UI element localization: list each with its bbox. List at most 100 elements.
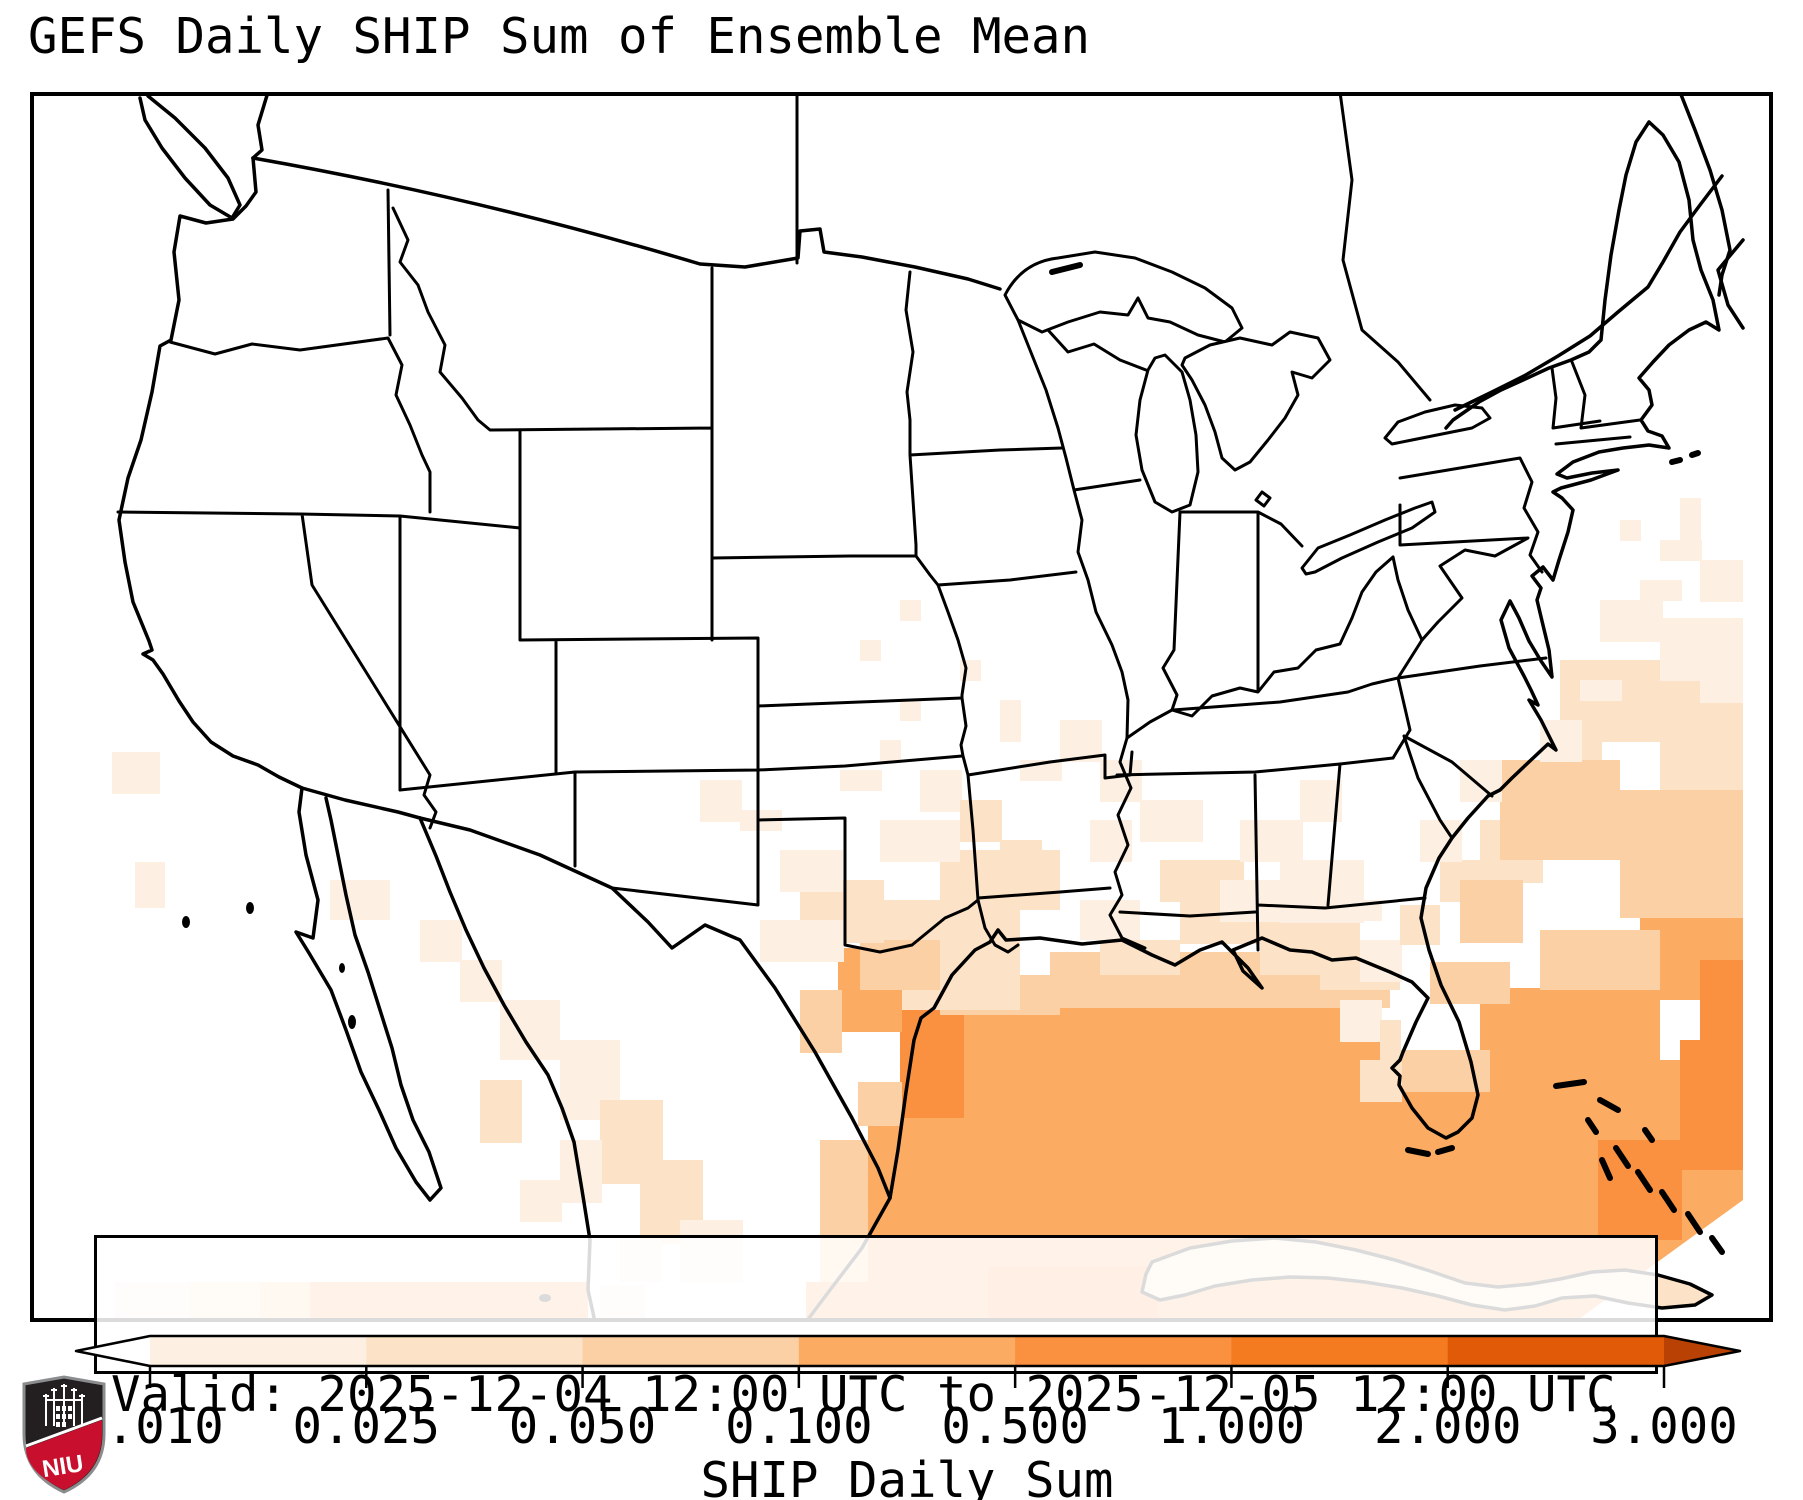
island-dash (1597, 1097, 1621, 1113)
data-cell (1240, 820, 1303, 862)
data-cell (1700, 960, 1743, 1050)
border-line (116, 510, 522, 830)
data-cell (1660, 540, 1702, 561)
data-cell (920, 770, 962, 812)
island-dash (1049, 262, 1083, 275)
lake (1300, 500, 1437, 576)
data-cell (112, 752, 160, 794)
data-cell (780, 850, 843, 892)
island-dash (1642, 1127, 1655, 1143)
lake (1003, 250, 1244, 344)
border-line (1391, 555, 1494, 840)
data-cell (860, 640, 881, 661)
colorbar-over-arrow (1664, 1336, 1740, 1366)
tick-label: 0.100 (725, 1398, 873, 1455)
state-borders (116, 92, 1642, 954)
tick-label: 0.025 (292, 1398, 441, 1455)
great-lakes (1003, 250, 1492, 576)
data-cell (1620, 790, 1743, 860)
border-line (1398, 456, 1544, 574)
data-cell (1540, 720, 1582, 762)
data-cell (960, 800, 1002, 842)
data-cell (1090, 820, 1132, 862)
lake (1254, 490, 1272, 508)
lake (1383, 403, 1492, 446)
border-line (710, 554, 1078, 700)
data-cell (1500, 760, 1620, 860)
border-line (1115, 756, 1427, 952)
tick-label: 3.000 (1590, 1398, 1738, 1455)
colorbar-label: SHIP Daily Sum (700, 1452, 1114, 1500)
data-cell (330, 880, 390, 920)
coastline (1453, 174, 1724, 412)
tick-label: 0.500 (941, 1398, 1089, 1455)
lake (1134, 353, 1200, 514)
colorbar-under-arrow (76, 1336, 150, 1366)
coastline (294, 786, 443, 1202)
data-cell (420, 920, 462, 962)
niu-logo: NIU (22, 1375, 106, 1494)
data-cell (520, 1180, 562, 1222)
coastline (117, 120, 1721, 1200)
data-cell (1700, 640, 1743, 703)
border-line (398, 428, 964, 868)
data-cell (1680, 498, 1701, 540)
border-line (966, 773, 1112, 954)
niu-shield-divider (25, 1416, 103, 1448)
border-line (1398, 503, 1530, 642)
coastline (251, 92, 270, 160)
island-dash (1405, 1147, 1431, 1157)
data-cell (900, 700, 921, 721)
data-cell (1680, 1040, 1743, 1170)
data-cell (1700, 560, 1743, 602)
map-canvas (30, 92, 1773, 1322)
coastline (418, 816, 597, 1322)
info-box: Valid: 2025-12-04 12:00 UTC to 2025-12-0… (94, 1235, 1658, 1423)
niu-logo-text: NIU (40, 1450, 85, 1483)
coastline (1678, 92, 1732, 297)
border-line (168, 188, 432, 514)
island-dash (1435, 1145, 1455, 1155)
island-dash (1709, 1235, 1725, 1255)
colorbar-segment (798, 1336, 1016, 1366)
island-dot (246, 902, 254, 914)
border-line (1016, 318, 1142, 740)
data-cell (1000, 840, 1042, 882)
island-dash (1669, 457, 1683, 465)
island-dash (1689, 450, 1701, 458)
border-line (1161, 510, 1304, 712)
colorbar-segment (1231, 1336, 1449, 1366)
data-cell (1340, 1000, 1382, 1042)
island-dash (1659, 1189, 1677, 1213)
data-cell (1000, 700, 1021, 742)
border-line (1125, 555, 1395, 740)
island-dash (1585, 1117, 1599, 1135)
data-cell (900, 600, 921, 621)
data-cell (1640, 580, 1682, 601)
valid-line: Valid: 2025-12-04 12:00 UTC to 2025-12-0… (111, 1366, 1616, 1423)
data-cell (840, 770, 882, 791)
island-dash (1685, 1211, 1703, 1235)
island-dot (348, 1015, 356, 1029)
island-dot (182, 916, 190, 928)
data-cell (1380, 1020, 1401, 1062)
border-line (1550, 360, 1642, 446)
ship-data-cells (112, 498, 1743, 1322)
colorbar (74, 1334, 1742, 1388)
colorbar-ticks (148, 1366, 1666, 1388)
data-cell (1620, 520, 1641, 541)
border-line (959, 696, 1134, 780)
coastline (138, 94, 242, 220)
island-dash (1553, 1079, 1587, 1089)
island-dot (339, 963, 345, 973)
island-chains (1049, 262, 1725, 1255)
border-line (795, 92, 1432, 402)
data-cell (1430, 962, 1510, 1004)
data-cell (1620, 858, 1743, 918)
data-cell (1460, 880, 1523, 943)
lake (1180, 330, 1332, 472)
data-cell (1080, 900, 1140, 940)
data-cell (480, 1080, 522, 1143)
data-cell (1600, 600, 1663, 642)
